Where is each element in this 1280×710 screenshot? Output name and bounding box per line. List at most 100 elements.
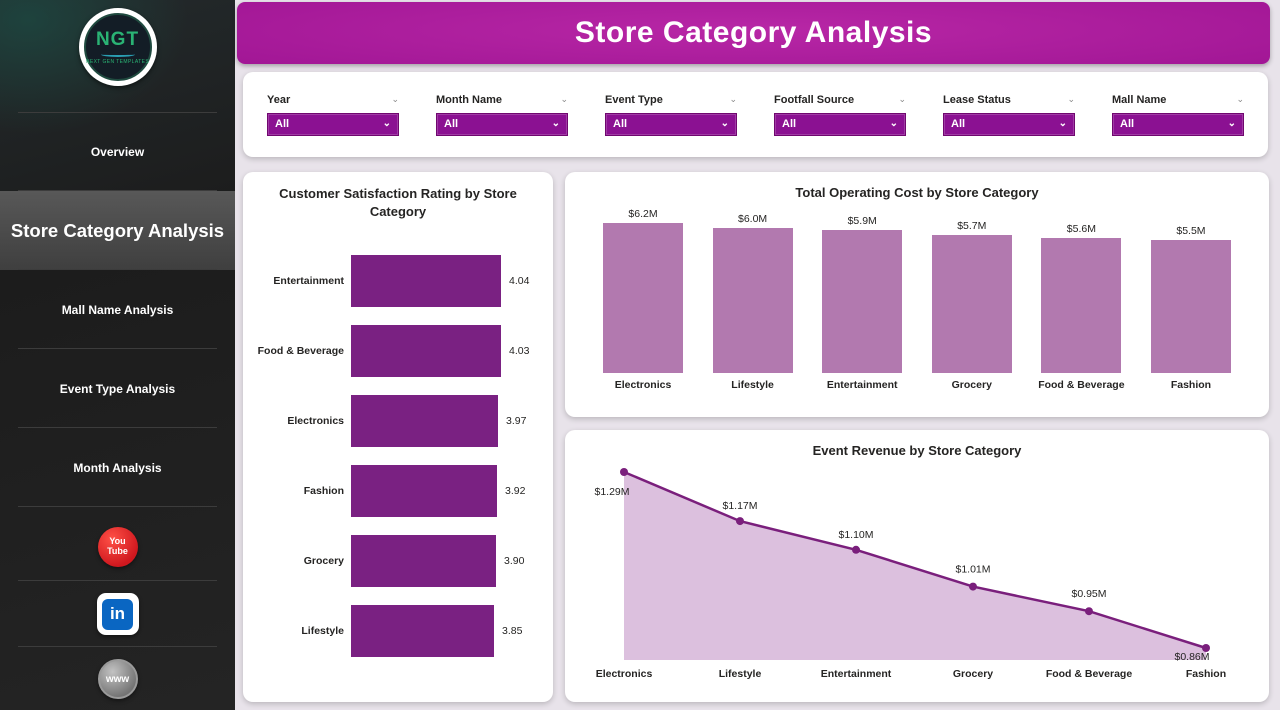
- filter-header: Event Type ⌄: [605, 94, 737, 106]
- nav-label: Overview: [90, 144, 145, 159]
- filter-footfall-source: Footfall Source ⌄ All ⌄: [774, 94, 906, 136]
- category-label: Food & Beverage: [1046, 668, 1133, 680]
- nav-label: Mall Name Analysis: [61, 302, 174, 317]
- bar[interactable]: [1041, 238, 1122, 373]
- data-point[interactable]: [620, 468, 628, 476]
- value-label: $6.0M: [738, 213, 768, 225]
- filter-lease-status: Lease Status ⌄ All ⌄: [943, 94, 1075, 136]
- value-label: $5.7M: [957, 220, 987, 232]
- nav-label: Store Category Analysis: [10, 219, 225, 241]
- bar[interactable]: [1150, 240, 1231, 373]
- chart-title: Total Operating Cost by Store Category: [795, 185, 1039, 200]
- filter-header: Lease Status ⌄: [943, 94, 1075, 106]
- filter-header: Year ⌄: [267, 94, 399, 106]
- divider: [18, 580, 217, 581]
- filter-value: All: [951, 118, 966, 130]
- filter-dropdown[interactable]: All ⌄: [1112, 112, 1244, 136]
- chevron-down-icon[interactable]: ⌄: [391, 94, 399, 104]
- value-label: $5.5M: [1176, 225, 1206, 237]
- chevron-down-icon[interactable]: ⌄: [898, 94, 906, 104]
- chevron-down-icon[interactable]: ⌄: [1236, 94, 1244, 104]
- linkedin-icon[interactable]: in: [96, 593, 139, 635]
- chevron-down-icon[interactable]: ⌄: [560, 94, 568, 104]
- bar-row: Entertainment 4.04: [243, 246, 553, 316]
- value-label: 4.03: [509, 345, 530, 358]
- satisfaction-bars: Entertainment 4.04 Food & Beverage 4.03 …: [243, 220, 553, 666]
- data-point[interactable]: [969, 582, 977, 591]
- bar-row: Fashion 3.92: [243, 456, 553, 526]
- bar[interactable]: [351, 325, 501, 378]
- bar[interactable]: [931, 235, 1012, 373]
- value-label: $1.10M: [838, 529, 873, 541]
- filter-dropdown[interactable]: All ⌄: [943, 112, 1075, 136]
- chevron-down-icon[interactable]: ⌄: [729, 94, 737, 104]
- filter-dropdown[interactable]: All ⌄: [436, 112, 568, 136]
- data-point[interactable]: [1202, 644, 1210, 652]
- filter-value: All: [275, 118, 290, 130]
- sidebar-social: You Tube in www: [0, 507, 235, 710]
- logo-subtext: NEXT GEN TEMPLATES: [85, 59, 150, 65]
- operating-cost-bars: $6.2M Electronics $6.0M Lifestyle $5.9M …: [565, 200, 1269, 391]
- bar-column: $5.6M Food & Beverage: [1029, 223, 1133, 391]
- category-label: Food & Beverage: [1038, 379, 1125, 391]
- filter-label: Mall Name: [1112, 93, 1167, 106]
- filter-year: Year ⌄ All ⌄: [267, 94, 399, 136]
- data-point[interactable]: [736, 517, 744, 526]
- chart-title: Event Revenue by Store Category: [812, 443, 1022, 458]
- category-label: Grocery: [951, 379, 992, 391]
- filter-dropdown[interactable]: All ⌄: [605, 112, 737, 136]
- revenue-area-chart: $1.29M $1.17M $1.10M $1.01M $0.95M $0.86M Elec…: [594, 468, 1226, 680]
- bar-row: Lifestyle 3.85: [243, 596, 553, 666]
- bar[interactable]: [712, 228, 793, 373]
- sidebar-item-month-analysis[interactable]: Month Analysis: [0, 428, 235, 507]
- sidebar-item-event-type-analysis[interactable]: Event Type Analysis: [0, 349, 235, 428]
- data-point[interactable]: [852, 545, 860, 554]
- bar-column: $5.5M Fashion: [1139, 225, 1243, 391]
- sidebar-item-mall-name-analysis[interactable]: Mall Name Analysis: [0, 270, 235, 349]
- category-label: Entertainment: [821, 668, 892, 680]
- filter-label: Month Name: [436, 93, 502, 106]
- filter-mall-name: Mall Name ⌄ All ⌄: [1112, 94, 1244, 136]
- youtube-label-line2: Tube: [107, 546, 128, 556]
- filter-header: Footfall Source ⌄: [774, 94, 906, 106]
- category-label: Grocery: [953, 668, 993, 680]
- filter-header: Month Name ⌄: [436, 94, 568, 106]
- chevron-down-icon[interactable]: ⌄: [1067, 94, 1075, 104]
- bar[interactable]: [351, 535, 496, 588]
- category-label: Fashion: [303, 485, 344, 498]
- value-label: $1.29M: [594, 486, 629, 498]
- area-fill: [624, 472, 1206, 660]
- bar-column: $6.0M Lifestyle: [701, 213, 805, 391]
- value-label: $5.9M: [847, 215, 877, 227]
- bar-row: Food & Beverage 4.03: [243, 316, 553, 386]
- youtube-icon[interactable]: You Tube: [97, 527, 138, 567]
- bar[interactable]: [822, 230, 903, 373]
- value-label: 3.90: [504, 555, 525, 568]
- filter-dropdown[interactable]: All ⌄: [774, 112, 906, 136]
- value-label: 4.04: [509, 275, 530, 288]
- website-globe-icon[interactable]: www: [97, 659, 138, 699]
- logo-swoosh-icon: [100, 52, 135, 57]
- category-label: Food & Beverage: [257, 345, 344, 358]
- revenue-chart-card: Event Revenue by Store Category $1.29M $1…: [565, 430, 1269, 702]
- value-label: $1.17M: [722, 500, 757, 512]
- filter-event-type: Event Type ⌄ All ⌄: [605, 94, 737, 136]
- bar-column: $6.2M Electronics: [591, 208, 695, 391]
- chevron-down-icon: ⌄: [1058, 118, 1067, 129]
- sidebar-item-store-category-analysis[interactable]: Store Category Analysis: [0, 191, 235, 270]
- ngt-logo-inner: NGT NEXT GEN TEMPLATES: [83, 13, 152, 81]
- category-label: Entertainment: [826, 379, 898, 391]
- bar[interactable]: [603, 223, 683, 373]
- data-point[interactable]: [1085, 607, 1093, 616]
- website-label: www: [105, 673, 130, 685]
- bar[interactable]: [351, 605, 494, 658]
- header-banner: Store Category Analysis: [237, 2, 1270, 64]
- bar[interactable]: [351, 255, 501, 308]
- sidebar-item-overview[interactable]: Overview: [0, 112, 235, 191]
- filter-row: Year ⌄ All ⌄ Month Name ⌄ All ⌄ Event Ty…: [243, 72, 1268, 157]
- filter-month-name: Month Name ⌄ All ⌄: [436, 94, 568, 136]
- category-label: Lifestyle: [301, 625, 344, 638]
- bar[interactable]: [351, 395, 498, 448]
- filter-dropdown[interactable]: All ⌄: [267, 112, 399, 136]
- bar[interactable]: [351, 465, 497, 518]
